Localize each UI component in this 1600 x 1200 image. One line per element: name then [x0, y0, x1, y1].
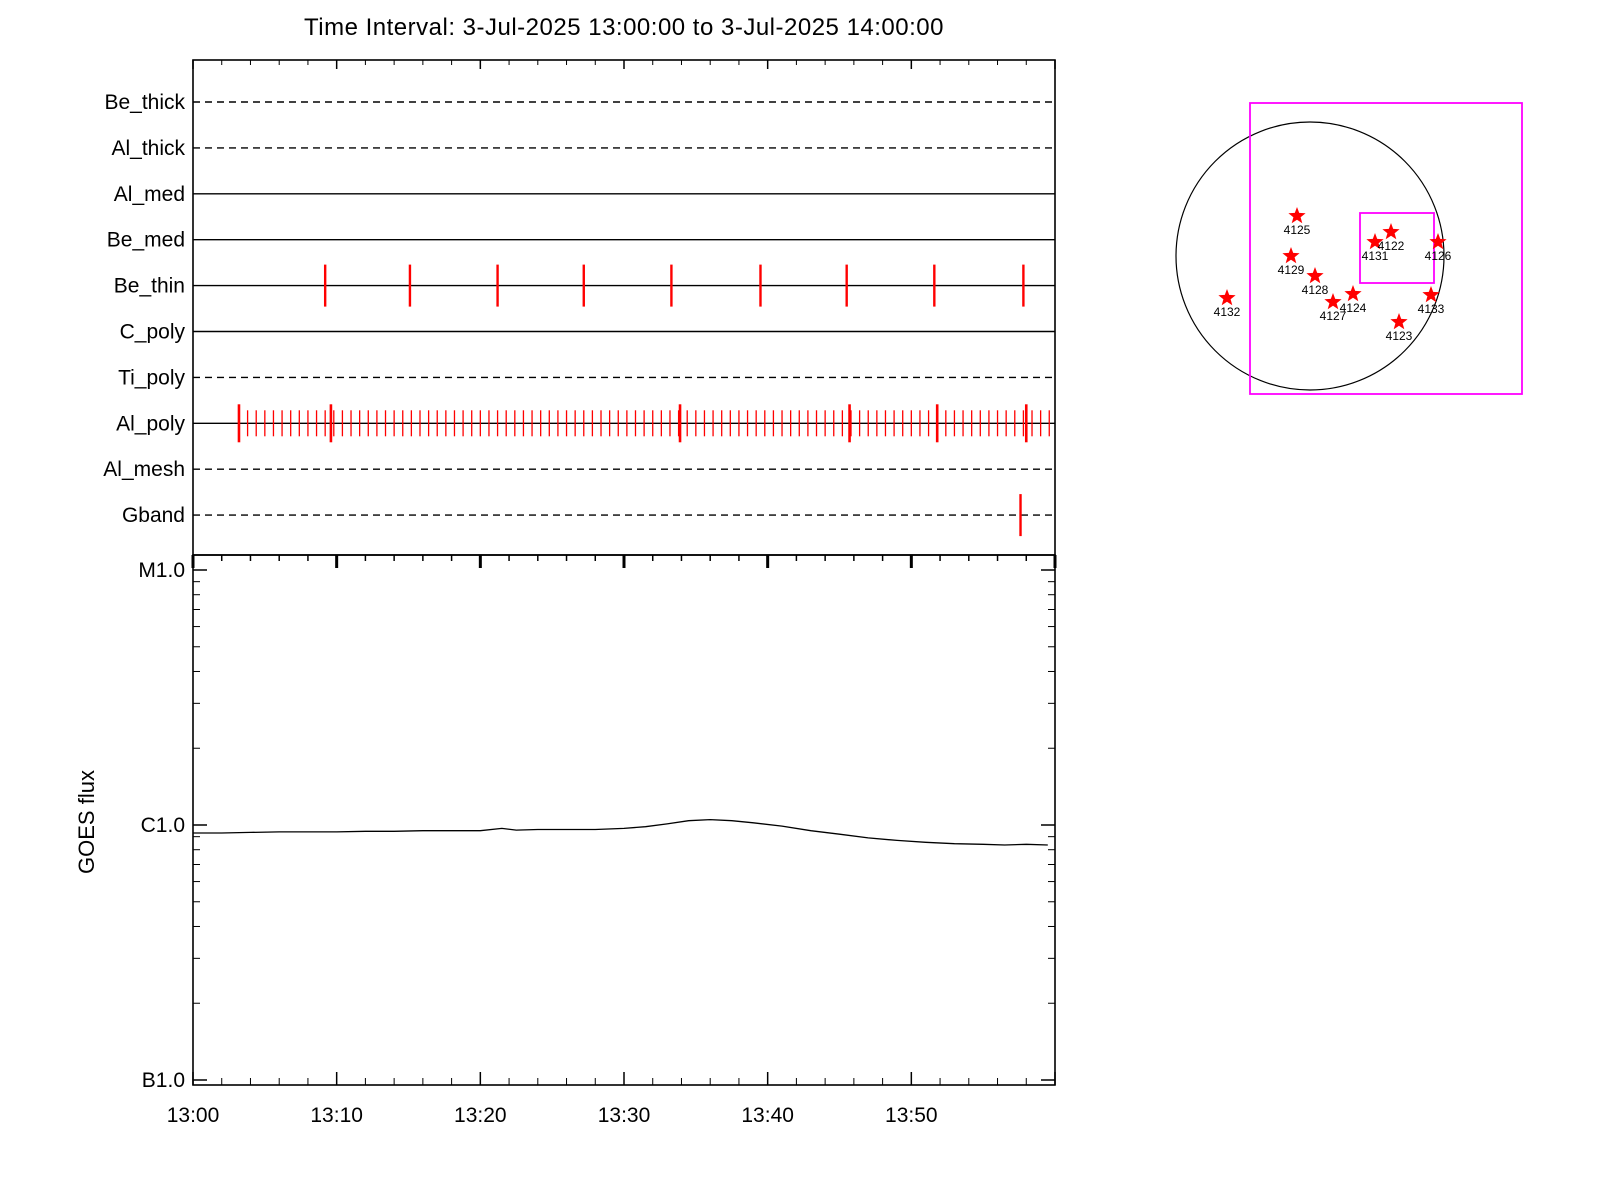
active-region-4123: 4123 [1386, 313, 1413, 343]
filter-row-Ti_poly: Ti_poly [118, 366, 1055, 389]
active-region-star [1306, 267, 1324, 284]
filter-row-Al_thick: Al_thick [111, 137, 1055, 160]
filter-row-label: C_poly [120, 321, 186, 344]
x-tick-label: 13:20 [454, 1104, 507, 1127]
active-region-4131: 4131 [1362, 233, 1389, 263]
active-region-label: 4123 [1386, 329, 1413, 343]
active-region-star [1288, 207, 1306, 224]
x-tick-label: 13:30 [598, 1104, 651, 1127]
active-region-label: 4126 [1425, 249, 1452, 263]
active-region-label: 4124 [1340, 301, 1367, 315]
filter-row-Al_poly: Al_poly [116, 404, 1055, 443]
active-region-star [1390, 313, 1408, 330]
active-region-label: 4132 [1214, 305, 1241, 319]
active-region-star [1282, 247, 1300, 264]
filter-row-label: Ti_poly [118, 366, 185, 389]
active-region-star [1429, 233, 1447, 250]
x-tick-label: 13:10 [310, 1104, 363, 1127]
active-region-label: 4129 [1278, 263, 1305, 277]
filter-row-label: Be_thick [104, 91, 185, 114]
active-region-star [1382, 223, 1400, 240]
plot-title: Time Interval: 3-Jul-2025 13:00:00 to 3-… [304, 14, 944, 41]
y-tick-label: M1.0 [138, 559, 185, 582]
filter-row-label: Be_thin [114, 275, 185, 298]
active-region-4133: 4133 [1418, 286, 1445, 316]
y-tick-label: B1.0 [142, 1069, 185, 1092]
filter-row-Be_med: Be_med [107, 229, 1055, 252]
active-region-label: 4127 [1320, 309, 1347, 323]
active-region-4129: 4129 [1278, 247, 1305, 277]
filter-row-Gband: Gband [122, 494, 1055, 537]
filter-row-label: Al_med [114, 183, 185, 206]
active-region-star [1218, 289, 1236, 306]
active-region-label: 4131 [1362, 249, 1389, 263]
solar-limb [1175, 121, 1445, 391]
active-region-label: 4133 [1418, 302, 1445, 316]
active-region-label: 4125 [1284, 223, 1311, 237]
filter-row-Al_mesh: Al_mesh [103, 458, 1055, 481]
active-region-label: 4128 [1302, 283, 1329, 297]
y-tick-label: C1.0 [141, 814, 185, 837]
active-region-star [1344, 285, 1362, 302]
active-region-4124: 4124 [1340, 285, 1367, 315]
active-region-4132: 4132 [1214, 289, 1241, 319]
active-region-4125: 4125 [1284, 207, 1311, 237]
fov-box-large [1249, 102, 1523, 395]
active-region-star [1422, 286, 1440, 303]
goes-flux-curve [193, 818, 1048, 846]
filter-row-label: Be_med [107, 229, 185, 252]
active-region-star [1324, 293, 1342, 310]
active-region-4126: 4126 [1425, 233, 1452, 263]
goes-panel-border [192, 554, 1056, 1086]
filter-row-Al_med: Al_med [114, 183, 1055, 206]
filter-row-label: Gband [122, 504, 185, 527]
active-region-star [1366, 233, 1384, 250]
filter-panel-border [192, 59, 1056, 556]
filter-row-Be_thin: Be_thin [114, 264, 1055, 307]
filter-row-label: Al_mesh [103, 458, 185, 481]
filter-row-label: Al_poly [116, 412, 185, 435]
x-tick-label: 13:40 [741, 1104, 794, 1127]
active-region-4127: 4127 [1320, 293, 1347, 323]
active-region-label: 4122 [1378, 239, 1405, 253]
filter-row-C_poly: C_poly [120, 321, 1055, 344]
x-tick-label: 13:00 [167, 1104, 220, 1127]
x-tick-label: 13:50 [885, 1104, 938, 1127]
active-region-4122: 4122 [1378, 223, 1405, 253]
active-region-4128: 4128 [1302, 267, 1329, 297]
filter-row-Be_thick: Be_thick [104, 91, 1055, 114]
filter-row-label: Al_thick [111, 137, 185, 160]
